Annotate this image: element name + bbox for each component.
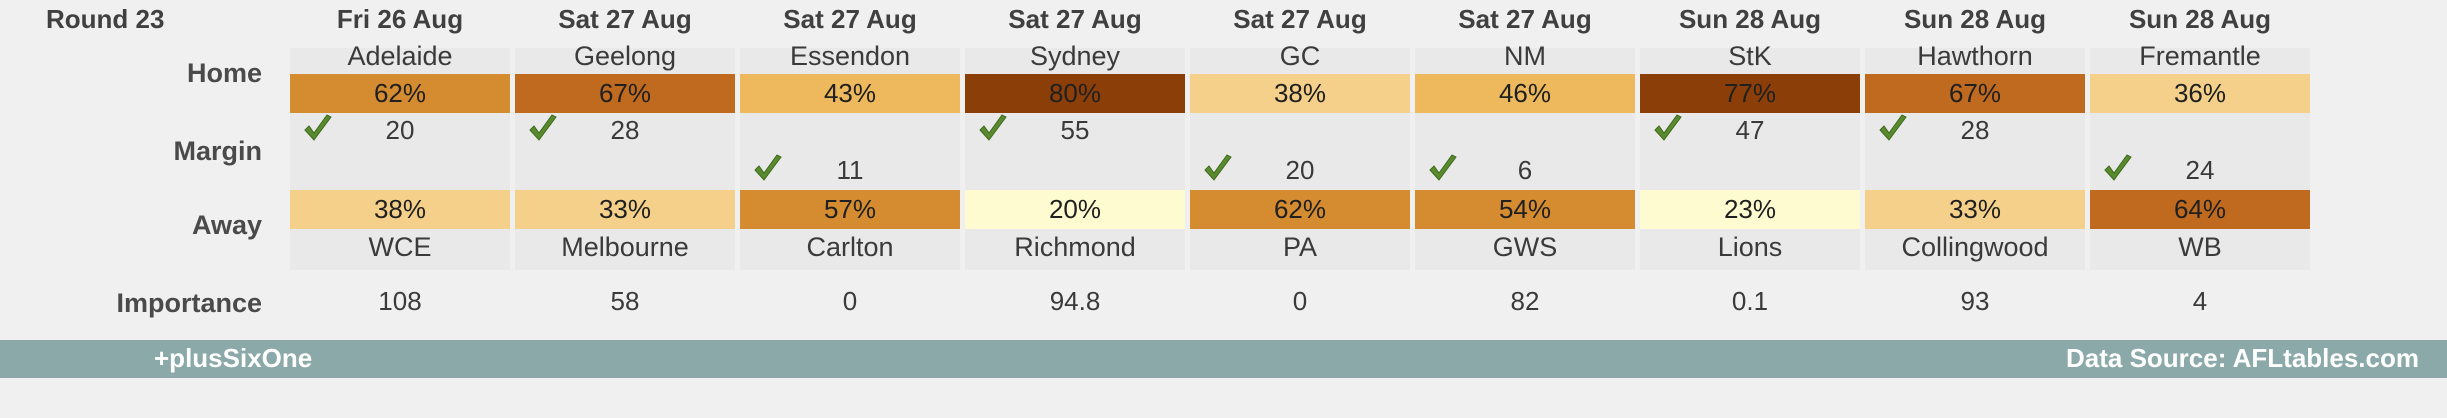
game-column: Sat 27 Aug NM 46% 6 54% GWS 82 (1415, 0, 1635, 340)
home-team: StK (1728, 41, 1772, 71)
game-importance: 82 (1510, 286, 1540, 316)
game-column: Fri 26 Aug Adelaide 62% 20 38% WCE 108 (290, 0, 510, 340)
home-probability-cell: 67% (1865, 74, 2085, 113)
away-team: Collingwood (1901, 232, 2049, 262)
home-probability-cell: 67% (515, 74, 735, 113)
game-column: Sat 27 Aug Sydney 80% 55 20% Richmond 94.8 (965, 0, 1185, 340)
home-probability-cell: 77% (1640, 74, 1860, 113)
home-probability-cell: 46% (1415, 74, 1635, 113)
home-probability-cell: 43% (740, 74, 960, 113)
row-label-margin: Margin (173, 136, 262, 166)
game-date: Sat 27 Aug (1233, 4, 1367, 34)
home-team: Hawthorn (1917, 41, 2033, 71)
winner-check-icon (527, 113, 559, 145)
away-probability-cell: 23% (1640, 190, 1860, 229)
home-team: Geelong (573, 41, 677, 71)
game-date: Sat 27 Aug (1458, 4, 1592, 34)
away-probability-cell: 64% (2090, 190, 2310, 229)
game-date: Sat 27 Aug (1008, 4, 1142, 34)
away-probability-cell: 38% (290, 190, 510, 229)
home-team: Sydney (1029, 41, 1121, 71)
away-probability-cell: 20% (965, 190, 1185, 229)
away-team: Richmond (1014, 232, 1136, 262)
winner-check-icon (977, 113, 1009, 145)
winner-check-icon (752, 153, 784, 185)
away-team: GWS (1492, 232, 1558, 262)
away-probability-cell: 62% (1190, 190, 1410, 229)
game-importance: 4 (2192, 286, 2208, 316)
winner-check-icon (1202, 153, 1234, 185)
round-title: Round 23 (46, 4, 165, 34)
home-probability-cell: 36% (2090, 74, 2310, 113)
away-team: WCE (368, 232, 432, 262)
away-team: Carlton (806, 232, 894, 262)
away-team: WB (2178, 232, 2222, 262)
row-label-away: Away (191, 210, 262, 240)
away-team: Melbourne (561, 232, 689, 262)
brand-label: +plusSixOne (154, 343, 313, 373)
game-column: Sun 28 Aug StK 77% 47 23% Lions 0.1 (1640, 0, 1860, 340)
home-team: Adelaide (347, 41, 453, 71)
game-importance: 0 (842, 286, 858, 316)
home-probability-cell: 38% (1190, 74, 1410, 113)
row-label-importance: Importance (116, 288, 262, 318)
away-probability-cell: 33% (1865, 190, 2085, 229)
game-column: Sat 27 Aug GC 38% 20 62% PA 0 (1190, 0, 1410, 340)
winning-margin: 55 (1060, 115, 1090, 145)
home-team: GC (1279, 41, 1321, 71)
game-column: Sat 27 Aug Geelong 67% 28 33% Melbourne 58 (515, 0, 735, 340)
winner-check-icon (2102, 153, 2134, 185)
game-date: Sun 28 Aug (1903, 4, 2047, 34)
away-probability-cell: 33% (515, 190, 735, 229)
winning-margin: 6 (1517, 155, 1533, 185)
winning-margin: 24 (2185, 155, 2215, 185)
away-probability-cell: 57% (740, 190, 960, 229)
winner-check-icon (1877, 113, 1909, 145)
game-date: Sun 28 Aug (1678, 4, 1822, 34)
winning-margin: 28 (1960, 115, 1990, 145)
home-probability-cell: 80% (965, 74, 1185, 113)
data-source-label: Data Source: AFLtables.com (2065, 343, 2419, 373)
game-importance: 0.1 (1731, 286, 1769, 316)
game-date: Sat 27 Aug (783, 4, 917, 34)
game-importance: 0 (1292, 286, 1308, 316)
winning-margin: 11 (836, 155, 864, 185)
home-team: Fremantle (2139, 41, 2261, 71)
winning-margin: 20 (1285, 155, 1315, 185)
winner-check-icon (1427, 153, 1459, 185)
game-column: Sat 27 Aug Essendon 43% 11 57% Carlton 0 (740, 0, 960, 340)
away-probability-cell: 54% (1415, 190, 1635, 229)
home-team: Essendon (789, 41, 911, 71)
game-importance: 93 (1960, 286, 1990, 316)
game-date: Sun 28 Aug (2128, 4, 2272, 34)
home-probability-cell: 62% (290, 74, 510, 113)
winning-margin: 47 (1735, 115, 1765, 145)
away-team: Lions (1717, 232, 1783, 262)
game-column: Sun 28 Aug Fremantle 36% 24 64% WB 4 (2090, 0, 2310, 340)
game-importance: 94.8 (1049, 286, 1101, 316)
footer-bar: +plusSixOne Data Source: AFLtables.com (0, 340, 2447, 378)
winning-margin: 20 (385, 115, 415, 145)
game-date: Sat 27 Aug (558, 4, 692, 34)
game-date: Fri 26 Aug (336, 4, 464, 34)
winner-check-icon (302, 113, 334, 145)
game-column: Sun 28 Aug Hawthorn 67% 28 33% Collingwood 93 (1865, 0, 2085, 340)
game-importance: 58 (610, 286, 640, 316)
winner-check-icon (1652, 113, 1684, 145)
away-team: PA (1282, 232, 1317, 262)
row-label-home: Home (186, 58, 262, 88)
game-importance: 108 (378, 286, 422, 316)
winning-margin: 28 (610, 115, 640, 145)
home-team: NM (1504, 41, 1546, 71)
